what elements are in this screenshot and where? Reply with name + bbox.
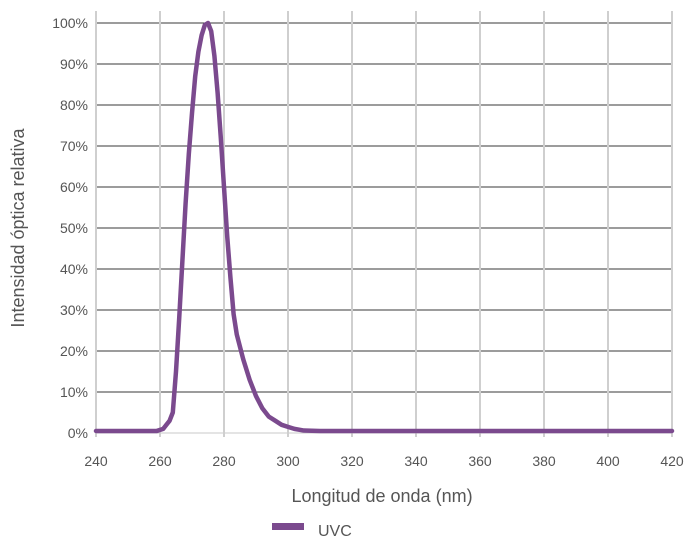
legend-label-uvc: UVC [318, 523, 352, 540]
y-tick-label: 40% [60, 261, 88, 277]
y-tick-label: 90% [60, 56, 88, 72]
y-axis-tick-labels: 0% 10% 20% 30% 40% 50% 60% 70% 80% 90% 100% [52, 15, 88, 441]
series-layer [93, 20, 675, 434]
y-tick-label: 70% [60, 138, 88, 154]
x-tick-label: 280 [212, 453, 236, 469]
y-tick-label: 60% [60, 179, 88, 195]
x-axis-title: Longitud de onda (nm) [291, 486, 472, 506]
x-tick-label: 400 [596, 453, 620, 469]
x-tick-label: 380 [532, 453, 556, 469]
x-tick-label: 420 [660, 453, 684, 469]
x-tick-label: 240 [84, 453, 108, 469]
y-tick-label: 30% [60, 302, 88, 318]
horizontal-gridlines [96, 22, 672, 434]
series-line-uvc [93, 20, 675, 434]
x-tick-label: 260 [148, 453, 172, 469]
legend: UVC [272, 523, 352, 540]
y-tick-label: 20% [60, 343, 88, 359]
x-tick-label: 300 [276, 453, 300, 469]
x-tick-label: 360 [468, 453, 492, 469]
y-tick-label: 80% [60, 97, 88, 113]
x-axis-tick-labels: 240 260 280 300 320 340 360 380 400 420 [84, 453, 684, 469]
y-tick-label: 100% [52, 15, 88, 31]
y-tick-label: 10% [60, 384, 88, 400]
legend-swatch-uvc [272, 523, 304, 530]
x-tick-label: 340 [404, 453, 428, 469]
y-tick-label: 50% [60, 220, 88, 236]
x-tick-label: 320 [340, 453, 364, 469]
y-axis-title: Intensidad óptica relativa [8, 127, 28, 327]
y-tick-label: 0% [68, 425, 88, 441]
vertical-gridlines [95, 11, 673, 437]
